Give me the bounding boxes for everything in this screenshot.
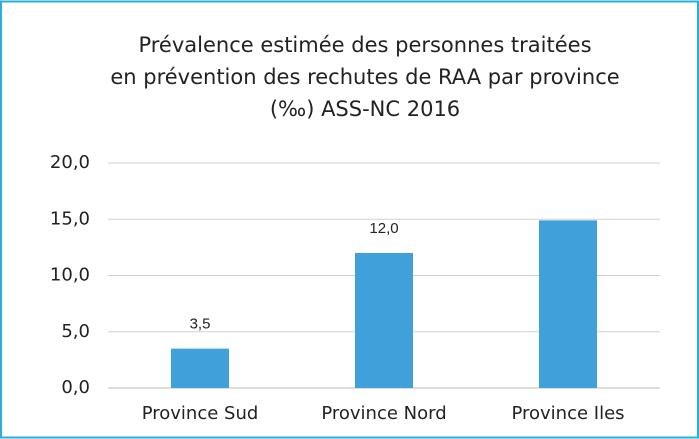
bar: [171, 348, 229, 388]
chart-title: (‰) ASS-NC 2016: [270, 97, 460, 121]
y-tick-label: 0,0: [61, 377, 90, 398]
data-label: 3,5: [190, 316, 211, 333]
y-tick-label: 20,0: [50, 152, 90, 173]
y-tick-label: 15,0: [50, 208, 90, 229]
chart-title: en prévention des rechutes de RAA par pr…: [110, 65, 619, 89]
bar: [539, 220, 597, 388]
y-tick-label: 5,0: [61, 321, 90, 342]
y-tick-label: 10,0: [50, 265, 90, 286]
x-tick-label: Province Iles: [511, 403, 624, 424]
bar: [355, 253, 413, 388]
x-tick-label: Province Nord: [321, 403, 446, 424]
data-label: 12,0: [369, 220, 398, 237]
chart-title: Prévalence estimée des personnes traitée…: [138, 33, 591, 57]
x-tick-label: Province Sud: [142, 403, 259, 424]
